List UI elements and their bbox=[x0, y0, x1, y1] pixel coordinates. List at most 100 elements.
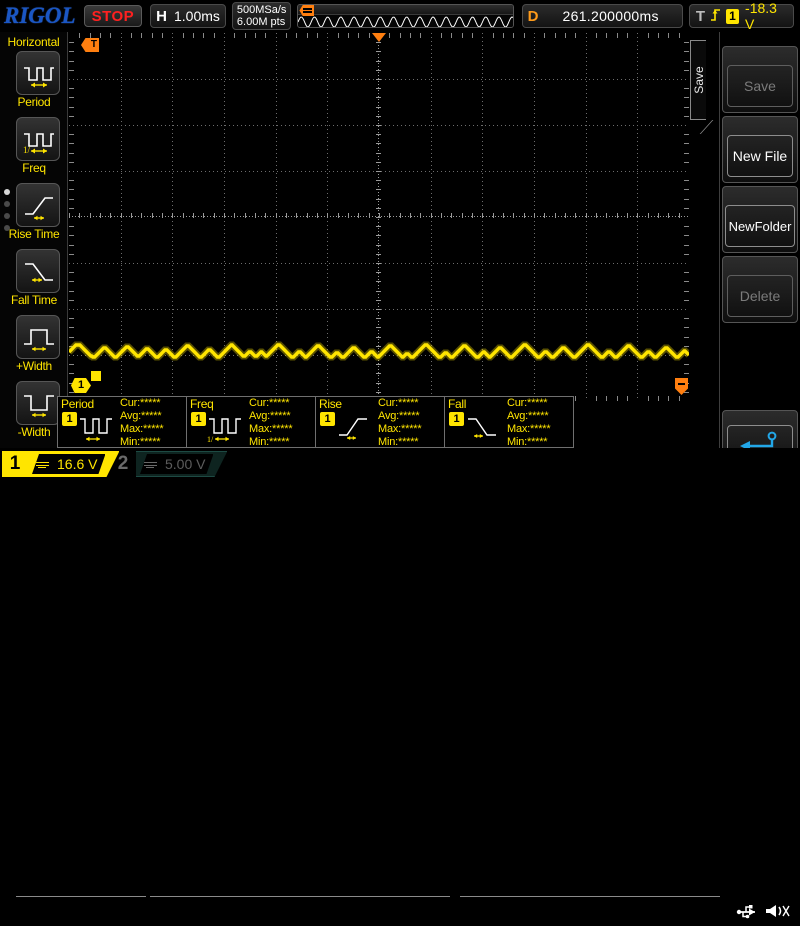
trigger-status-box[interactable]: T 1 -18.3 V bbox=[688, 0, 794, 32]
svg-text:1/: 1/ bbox=[207, 435, 214, 444]
frequency-glyph: 1/ bbox=[23, 133, 54, 155]
run-stop-status[interactable]: STOP bbox=[83, 5, 143, 27]
trigger-level-marker-icon[interactable] bbox=[675, 378, 688, 395]
channel2-status[interactable]: 2 5.00 V bbox=[110, 451, 227, 477]
axis-tick bbox=[376, 88, 381, 89]
rise-time-measure-icon[interactable] bbox=[16, 183, 60, 227]
axis-tick bbox=[376, 226, 381, 227]
axis-tick bbox=[317, 213, 318, 218]
page-dot-1[interactable] bbox=[4, 189, 10, 195]
positive-width-measure-icon[interactable] bbox=[16, 315, 60, 359]
axis-tick bbox=[389, 33, 390, 38]
axis-tick bbox=[596, 396, 597, 401]
menu-item-positive-width[interactable]: +Width bbox=[0, 313, 67, 379]
frequency-measure-icon[interactable]: 1/ bbox=[16, 117, 60, 161]
page-dot-4[interactable] bbox=[4, 225, 10, 231]
measurement-row-cur: Cur:***** bbox=[378, 397, 419, 409]
axis-tick bbox=[376, 61, 381, 62]
axis-tick bbox=[376, 281, 381, 282]
axis-tick bbox=[524, 33, 525, 38]
axis-tick bbox=[69, 51, 74, 52]
new-folder-button[interactable]: NewFolder bbox=[722, 186, 798, 253]
page-dot-3[interactable] bbox=[4, 213, 10, 219]
menu-item-negative-width[interactable]: -Width bbox=[0, 379, 67, 445]
channel1-status[interactable]: 1 16.6 V bbox=[2, 451, 119, 477]
axis-tick bbox=[606, 33, 607, 38]
measurement-box-freq[interactable]: Freq 1 1/ Cur:***** Avg:***** Max:***** … bbox=[186, 396, 316, 448]
negative-width-measure-icon[interactable] bbox=[16, 381, 60, 425]
axis-tick bbox=[110, 213, 111, 218]
top-status-bar: RIGOL STOP H 1.00ms 500MSa/s 6.00M pts D… bbox=[0, 0, 800, 32]
menu-page-dots bbox=[4, 189, 12, 237]
axis-tick bbox=[69, 226, 74, 227]
save-button[interactable]: Save bbox=[722, 46, 798, 113]
axis-tick bbox=[376, 291, 381, 292]
menu-label-freq: Freq bbox=[22, 161, 46, 175]
horizontal-timebase-box[interactable]: H 1.00ms bbox=[150, 4, 226, 28]
memory-position-flag-icon[interactable] bbox=[299, 5, 315, 16]
dc-coupling-icon bbox=[36, 460, 49, 469]
axis-tick bbox=[69, 70, 74, 71]
menu-item-freq[interactable]: 1/ Freq bbox=[0, 115, 67, 181]
save-menu-tab[interactable]: Save bbox=[690, 40, 706, 120]
channel1-ground-marker[interactable]: 1 bbox=[71, 378, 91, 393]
measurement-box-fall[interactable]: Fall 1 Cur:***** Avg:***** Max:***** Min… bbox=[444, 396, 574, 448]
measurement-box-rise[interactable]: Rise 1 Cur:***** Avg:***** Max:***** Min… bbox=[315, 396, 445, 448]
delay-label: D bbox=[527, 7, 539, 25]
axis-tick bbox=[79, 33, 80, 38]
axis-tick bbox=[462, 33, 463, 38]
axis-tick bbox=[69, 143, 74, 144]
axis-tick bbox=[69, 162, 74, 163]
axis-tick bbox=[658, 213, 659, 218]
measurement-channel-badge: 1 bbox=[191, 412, 206, 426]
channel1-body: 16.6 V bbox=[28, 451, 119, 477]
menu-item-rise-time[interactable]: Rise Time bbox=[0, 181, 67, 247]
axis-tick bbox=[69, 272, 74, 273]
measurement-row-cur: Cur:***** bbox=[120, 397, 161, 409]
axis-tick bbox=[255, 213, 256, 218]
axis-tick bbox=[317, 33, 318, 38]
status-divider-mid bbox=[150, 896, 450, 897]
axis-tick bbox=[152, 33, 153, 38]
axis-tick bbox=[684, 373, 689, 374]
axis-tick bbox=[617, 396, 618, 401]
axis-tick bbox=[684, 235, 689, 236]
axis-tick bbox=[684, 272, 689, 273]
delay-time-box[interactable]: D 261.200000ms bbox=[521, 4, 683, 28]
axis-tick bbox=[596, 33, 597, 38]
measurement-box-period[interactable]: Period 1 Cur:***** Avg:***** Max:***** M… bbox=[57, 396, 187, 448]
axis-tick bbox=[79, 213, 80, 218]
channel1-waveform bbox=[69, 341, 689, 361]
menu-divider bbox=[719, 32, 720, 448]
period-measure-icon[interactable] bbox=[16, 51, 60, 95]
axis-tick bbox=[348, 213, 349, 218]
axis-tick bbox=[376, 189, 381, 190]
page-dot-2[interactable] bbox=[4, 201, 10, 207]
measurement-channel-badge: 1 bbox=[449, 412, 464, 426]
axis-tick bbox=[234, 213, 235, 218]
axis-tick bbox=[410, 33, 411, 38]
measurement-panel: Period 1 Cur:***** Avg:***** Max:***** M… bbox=[57, 396, 577, 448]
menu-item-fall-time[interactable]: Fall Time bbox=[0, 247, 67, 313]
axis-tick bbox=[376, 272, 381, 273]
waveform-display-area[interactable]: T 1 bbox=[69, 33, 689, 401]
axis-tick bbox=[69, 254, 74, 255]
axis-tick bbox=[400, 33, 401, 38]
memory-overview-bar[interactable] bbox=[297, 4, 514, 28]
menu-item-period[interactable]: Period bbox=[0, 49, 67, 115]
delete-button[interactable]: Delete bbox=[722, 256, 798, 323]
channel1-offset-handle[interactable] bbox=[91, 371, 101, 381]
channel2-inner: 5.00 V bbox=[140, 454, 213, 474]
axis-tick bbox=[152, 213, 153, 218]
trigger-delay-marker-icon[interactable] bbox=[372, 33, 386, 42]
axis-tick bbox=[376, 79, 381, 80]
axis-tick bbox=[596, 213, 597, 218]
fall-time-measure-icon[interactable] bbox=[16, 249, 60, 293]
rise-time-glyph bbox=[339, 418, 367, 440]
axis-tick bbox=[389, 213, 390, 218]
trigger-position-flag-icon[interactable]: T bbox=[81, 38, 99, 52]
new-file-button[interactable]: New File bbox=[722, 116, 798, 183]
axis-tick bbox=[69, 318, 74, 319]
axis-tick bbox=[376, 327, 381, 328]
axis-tick bbox=[369, 213, 370, 218]
